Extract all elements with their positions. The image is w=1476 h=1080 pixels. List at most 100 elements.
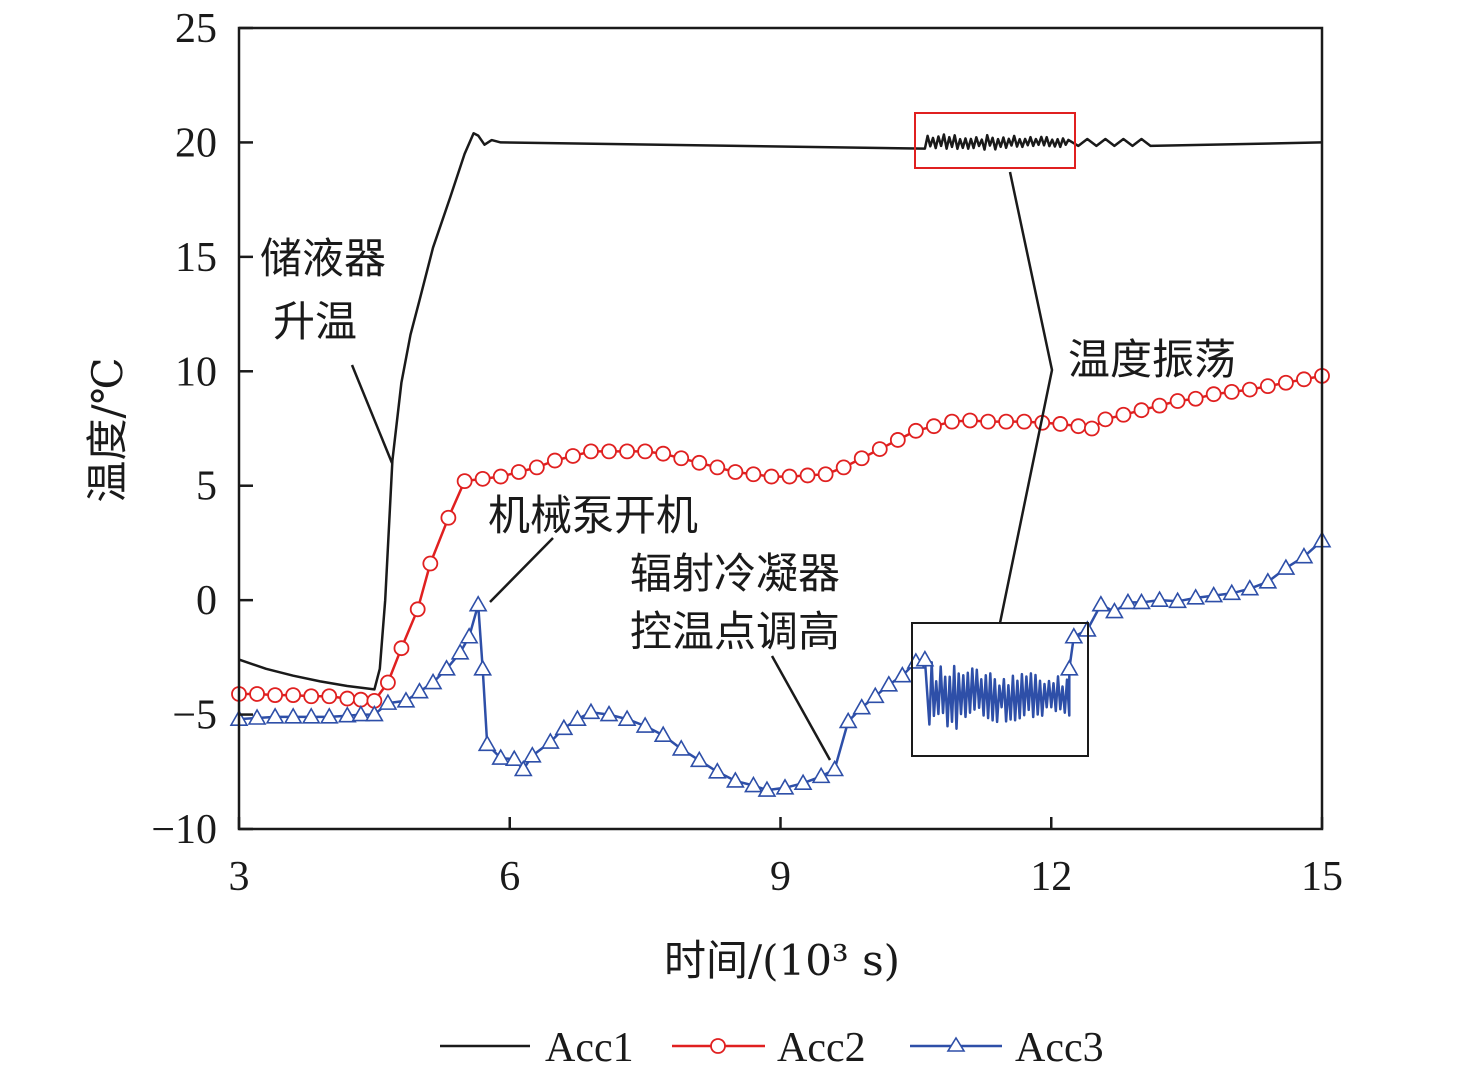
x-tick-label: 6 (499, 854, 520, 900)
data-point-acc3 (1059, 659, 1079, 676)
data-point-acc2 (907, 422, 924, 439)
data-point-acc3 (301, 707, 321, 724)
data-point-acc2 (456, 473, 473, 490)
y-tick-label: 10 (175, 349, 217, 395)
data-point-acc2 (1259, 378, 1276, 395)
oscillation-box-acc1 (914, 112, 1076, 169)
data-point-acc3 (247, 708, 267, 725)
data-point-acc3 (915, 650, 935, 667)
x-axis-label: 时间/(10³ s) (664, 936, 900, 985)
data-point-acc3 (617, 709, 637, 726)
data-point-acc2 (510, 464, 527, 480)
y-tick-label: 25 (175, 6, 217, 52)
data-point-acc2 (1278, 374, 1294, 391)
data-point-acc2 (321, 688, 338, 705)
y-tick-label: 5 (196, 464, 217, 510)
y-tick-label: 0 (196, 578, 217, 624)
data-point-acc3 (1204, 585, 1224, 603)
data-point-acc2 (1169, 393, 1186, 409)
data-point-acc2 (492, 468, 509, 485)
data-point-acc2 (393, 640, 410, 657)
data-point-acc2 (440, 509, 457, 526)
data-point-acc3 (725, 771, 745, 788)
data-point-acc3 (319, 707, 339, 724)
data-point-acc3 (423, 672, 443, 690)
data-point-acc2 (1133, 402, 1150, 419)
legend-label-acc1: Acc1 (545, 1025, 634, 1071)
data-point-acc3 (671, 739, 691, 756)
data-point-acc2 (1296, 371, 1312, 388)
data-point-acc3 (378, 693, 398, 710)
data-point-acc2 (1016, 413, 1033, 430)
data-point-acc2 (727, 464, 744, 480)
data-point-acc3 (793, 773, 813, 791)
leader-line-receiver (350, 364, 394, 464)
data-point-acc2 (889, 432, 906, 448)
legend: Acc1 Acc2 Acc3 (440, 1025, 1104, 1071)
data-point-acc3 (265, 707, 285, 724)
data-point-acc3 (1240, 579, 1260, 596)
data-point-acc3 (283, 707, 303, 724)
data-point-acc2 (285, 687, 302, 704)
annotation-receiver-line2: 升温 (273, 297, 357, 346)
data-point-acc3 (653, 725, 673, 742)
data-point-acc3 (689, 750, 709, 768)
data-point-acc3 (879, 675, 899, 692)
data-point-acc3 (1276, 558, 1296, 575)
data-point-acc2 (926, 418, 942, 435)
x-tick-label: 3 (229, 854, 250, 900)
data-point-acc3 (1186, 588, 1206, 605)
annotation-condenser-line2: 控温点调高 (630, 607, 840, 656)
series-line-acc1 (238, 132, 1323, 691)
data-point-acc3 (838, 711, 858, 729)
y-tick-label: 15 (175, 235, 217, 281)
leader-line-oscillation (998, 171, 1054, 624)
data-point-acc2 (474, 470, 491, 487)
data-point-acc3 (581, 702, 601, 720)
annotation-pump: 机械泵开机 (488, 491, 698, 540)
data-point-acc2 (1223, 383, 1240, 400)
data-point-acc3 (811, 766, 831, 784)
data-point-acc2 (799, 467, 816, 484)
data-point-acc2 (835, 459, 852, 476)
data-point-acc3 (568, 709, 587, 726)
data-point-acc2 (409, 601, 426, 618)
data-point-acc3 (491, 748, 511, 765)
y-tick-label: 20 (175, 120, 217, 166)
data-point-acc2 (691, 454, 708, 471)
data-point-acc2 (1151, 397, 1168, 414)
plot-frame (237, 26, 1324, 831)
data-point-acc3 (504, 749, 524, 766)
x-tick-label: 15 (1301, 854, 1343, 900)
data-point-acc3 (1091, 595, 1111, 612)
y-tick-label: −10 (151, 807, 217, 853)
data-point-acc2 (601, 443, 617, 460)
annotation-condenser-line1: 辐射冷凝器 (630, 549, 840, 598)
data-point-acc2 (781, 468, 798, 485)
data-point-acc3 (364, 704, 384, 722)
data-point-acc3 (522, 746, 542, 763)
data-point-acc3 (1150, 590, 1169, 607)
data-point-acc2 (1115, 406, 1132, 423)
data-point-acc2 (546, 452, 563, 469)
data-point-acc3 (635, 716, 655, 733)
data-point-acc3 (892, 666, 912, 683)
legend-label-acc2: Acc2 (777, 1025, 866, 1071)
y-tick-label: −5 (172, 693, 217, 739)
data-point-acc3 (351, 704, 371, 722)
data-point-acc3 (599, 704, 619, 722)
data-point-acc3 (744, 775, 763, 793)
data-point-acc2 (1205, 386, 1222, 403)
data-point-acc3 (825, 759, 845, 777)
data-point-acc3 (540, 732, 560, 749)
data-point-acc2 (980, 413, 996, 430)
data-point-acc2 (249, 686, 265, 702)
data-point-acc2 (998, 413, 1015, 430)
data-point-acc2 (817, 466, 834, 483)
legend-marker-acc3 (946, 1036, 966, 1052)
data-point-acc2 (871, 441, 888, 457)
data-point-acc3 (852, 698, 872, 715)
data-point-acc2 (303, 688, 320, 705)
data-point-acc2 (637, 443, 654, 460)
